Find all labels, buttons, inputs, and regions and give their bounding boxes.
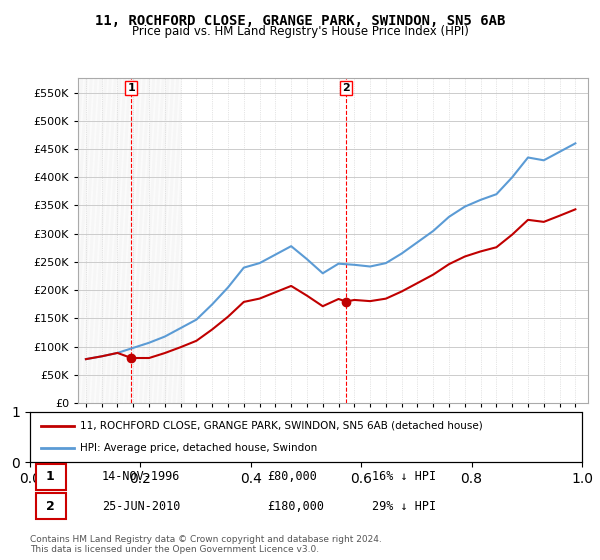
Text: 1: 1 — [46, 470, 55, 483]
Text: 11, ROCHFORD CLOSE, GRANGE PARK, SWINDON, SN5 6AB (detached house): 11, ROCHFORD CLOSE, GRANGE PARK, SWINDON… — [80, 421, 482, 431]
Text: 2: 2 — [46, 500, 55, 512]
Text: Price paid vs. HM Land Registry's House Price Index (HPI): Price paid vs. HM Land Registry's House … — [131, 25, 469, 38]
Text: 16% ↓ HPI: 16% ↓ HPI — [372, 470, 436, 483]
Text: 1: 1 — [127, 83, 135, 94]
Text: HPI: Average price, detached house, Swindon: HPI: Average price, detached house, Swin… — [80, 443, 317, 453]
Text: £80,000: £80,000 — [268, 470, 317, 483]
Text: 14-NOV-1996: 14-NOV-1996 — [102, 470, 180, 483]
Text: £180,000: £180,000 — [268, 500, 325, 512]
Text: 2: 2 — [342, 83, 350, 94]
Text: 25-JUN-2010: 25-JUN-2010 — [102, 500, 180, 512]
Text: 29% ↓ HPI: 29% ↓ HPI — [372, 500, 436, 512]
Text: 11, ROCHFORD CLOSE, GRANGE PARK, SWINDON, SN5 6AB: 11, ROCHFORD CLOSE, GRANGE PARK, SWINDON… — [95, 14, 505, 28]
FancyBboxPatch shape — [35, 493, 66, 519]
FancyBboxPatch shape — [35, 464, 66, 489]
Text: Contains HM Land Registry data © Crown copyright and database right 2024.
This d: Contains HM Land Registry data © Crown c… — [30, 535, 382, 554]
